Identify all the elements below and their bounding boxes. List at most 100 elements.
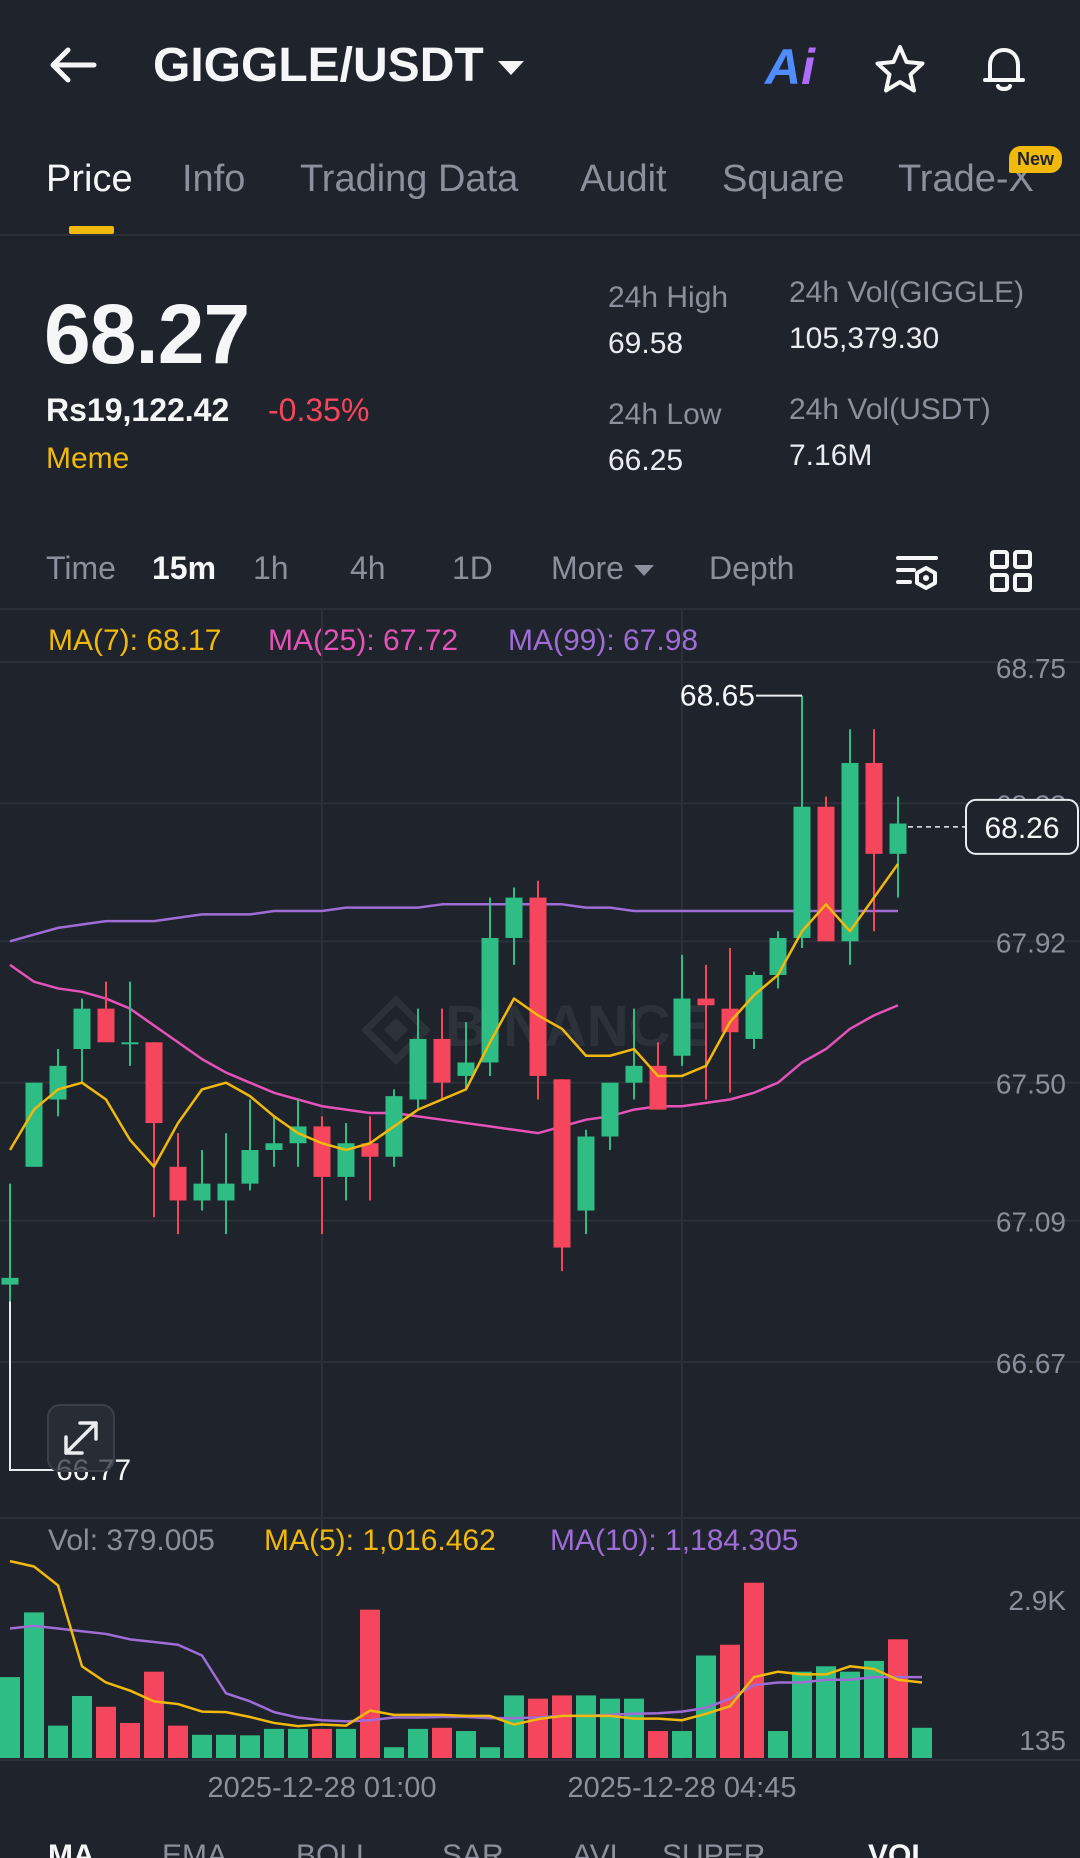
indicator-avl[interactable]: AVL xyxy=(572,1839,627,1858)
candle xyxy=(769,937,787,975)
ai-icon[interactable]: Ai xyxy=(765,39,816,95)
volume-bar xyxy=(336,1728,356,1758)
indicator-boll[interactable]: BOLL xyxy=(296,1839,373,1858)
expand-chart-button[interactable] xyxy=(47,1404,115,1472)
vol-quote-value: 7.16M xyxy=(789,439,873,472)
candle xyxy=(577,1136,595,1211)
volume-bar xyxy=(312,1728,332,1758)
candle xyxy=(241,1149,259,1184)
tab-trading-data[interactable]: Trading Data xyxy=(300,158,519,200)
volume-bar xyxy=(384,1747,404,1758)
tab-info[interactable]: Info xyxy=(182,158,246,200)
volume-bar xyxy=(648,1731,668,1758)
vol-ma5-line xyxy=(9,1559,923,1728)
star-icon[interactable] xyxy=(872,42,928,98)
interval-more[interactable]: More xyxy=(551,550,654,587)
expand-icon xyxy=(64,1421,98,1455)
volume-bar xyxy=(624,1698,644,1758)
candle xyxy=(745,974,763,1039)
chevron-down-icon xyxy=(633,565,654,577)
volume-bar xyxy=(240,1735,260,1758)
volume-bar xyxy=(48,1725,68,1758)
layout-grid-icon[interactable] xyxy=(990,550,1032,592)
candle xyxy=(625,1065,643,1083)
volume-bar xyxy=(288,1728,308,1758)
volume-bar xyxy=(0,1677,20,1758)
candle xyxy=(553,1079,571,1248)
interval-time[interactable]: Time xyxy=(46,550,116,586)
bell-icon[interactable] xyxy=(976,40,1032,96)
vol-quote-label: 24h Vol(USDT) xyxy=(789,393,991,426)
chart-grid xyxy=(0,610,1080,1761)
tab-audit[interactable]: Audit xyxy=(580,158,667,200)
low-value: 66.25 xyxy=(608,444,684,477)
last-price: 68.27 xyxy=(44,287,250,381)
vol-legend: Vol: 379.005 xyxy=(48,1524,215,1557)
indicator-super[interactable]: SUPER xyxy=(662,1839,766,1858)
interval-1h[interactable]: 1h xyxy=(253,550,289,586)
volume-bar xyxy=(768,1731,788,1758)
volume-bar xyxy=(144,1671,164,1758)
tab-price[interactable]: Price xyxy=(46,158,133,200)
indicator-sar[interactable]: SAR xyxy=(442,1839,504,1858)
volume-bar xyxy=(744,1582,764,1758)
interval-15m[interactable]: 15m xyxy=(152,550,217,586)
candle xyxy=(865,762,883,854)
high-label: 24h High xyxy=(608,281,729,314)
candle xyxy=(673,998,691,1056)
top-bar: GIGGLE/USDT Ai xyxy=(0,0,1080,135)
candle xyxy=(817,806,835,942)
pair-title: GIGGLE/USDT xyxy=(153,39,484,92)
candle xyxy=(481,937,499,1063)
vol-ma10-legend: MA(10): 1,184.305 xyxy=(550,1524,799,1557)
volume-bar xyxy=(456,1731,476,1758)
volume-bar xyxy=(600,1698,620,1758)
candle xyxy=(217,1183,235,1201)
indicator-ma[interactable]: MA xyxy=(48,1839,95,1858)
chevron-down-icon xyxy=(497,60,524,75)
ma7-line xyxy=(8,863,900,1169)
volume-bar xyxy=(72,1695,92,1758)
price-tick-label: 67.92 xyxy=(996,927,1066,958)
candle xyxy=(313,1126,331,1177)
indicator-tabs: MA EMA BOLL SAR AVL SUPER VOL xyxy=(0,1835,1080,1858)
ma7-legend: MA(7): 68.17 xyxy=(48,624,222,657)
vol-ma5-legend: MA(5): 1,016.462 xyxy=(264,1524,496,1557)
current-price-label: 68.26 xyxy=(984,812,1059,845)
back-arrow-icon[interactable] xyxy=(44,40,104,90)
low-label: 24h Low xyxy=(608,398,722,431)
indicator-ema[interactable]: EMA xyxy=(162,1839,228,1858)
volume-tick-label: 135 xyxy=(1019,1725,1066,1756)
tab-square[interactable]: Square xyxy=(722,158,845,200)
volume-bar xyxy=(24,1612,44,1758)
candle xyxy=(1,1277,19,1285)
fiat-price: Rs19,122.42 xyxy=(46,392,230,428)
time-axis-label: 2025-12-28 01:00 xyxy=(208,1772,437,1804)
interval-4h[interactable]: 4h xyxy=(350,550,386,586)
candle xyxy=(121,1042,139,1045)
volume-bar xyxy=(672,1731,692,1758)
volume-bar xyxy=(792,1671,812,1758)
volume-bar xyxy=(552,1695,572,1758)
volume-bar xyxy=(120,1722,140,1758)
category-tag[interactable]: Meme xyxy=(46,442,130,475)
time-axis-label: 2025-12-28 04:45 xyxy=(568,1772,797,1804)
candle xyxy=(793,806,811,938)
ma99-line xyxy=(9,903,898,943)
volume-bar xyxy=(264,1728,284,1758)
price-tick-label: 68.75 xyxy=(996,653,1066,684)
chart-settings-icon[interactable] xyxy=(894,550,940,596)
volume-bar xyxy=(576,1695,596,1758)
ma99-legend: MA(99): 67.98 xyxy=(508,624,699,657)
interval-1d[interactable]: 1D xyxy=(452,550,493,586)
indicator-vol[interactable]: VOL xyxy=(868,1839,930,1858)
current-price-box xyxy=(965,798,1079,855)
volume-bar xyxy=(408,1728,428,1758)
candle xyxy=(193,1183,211,1201)
pair-selector[interactable]: GIGGLE/USDT xyxy=(153,38,524,93)
vol-base-value: 105,379.30 xyxy=(789,322,940,355)
candle xyxy=(73,1008,91,1050)
candle xyxy=(433,1038,451,1083)
interval-depth[interactable]: Depth xyxy=(709,550,795,586)
